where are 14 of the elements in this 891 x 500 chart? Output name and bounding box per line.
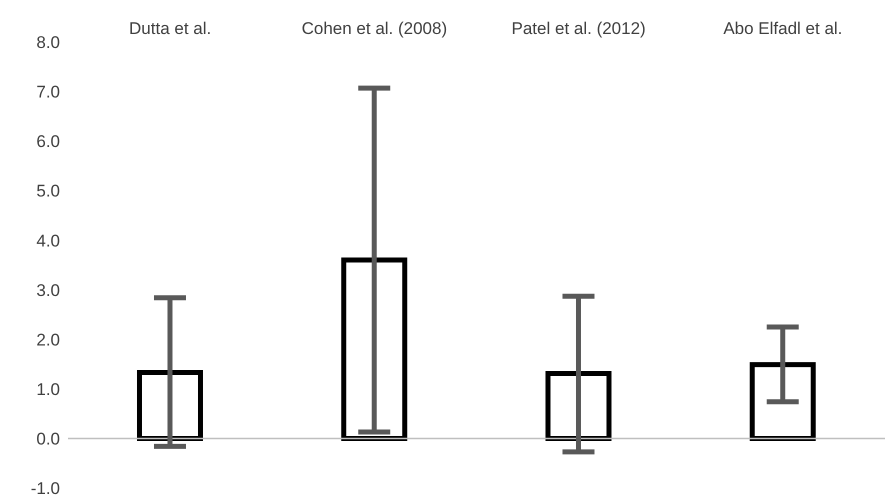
x-tick-label: Dutta et al. <box>129 19 212 38</box>
y-tick-label: 5.0 <box>36 182 60 201</box>
y-tick-label: 0.0 <box>36 429 60 448</box>
y-tick-label: 4.0 <box>36 231 60 250</box>
y-tick-label: 1.0 <box>36 380 60 399</box>
x-tick-label: Patel et al. (2012) <box>512 19 646 38</box>
x-tick-label: Abo Elfadl et al. <box>723 19 842 38</box>
y-tick-label: 6.0 <box>36 132 60 152</box>
y-tick-label: 2.0 <box>36 330 60 350</box>
y-tick-label: -1.0 <box>30 479 60 498</box>
x-tick-label: Cohen et al. (2008) <box>302 19 448 38</box>
y-tick-label: 7.0 <box>36 82 60 102</box>
y-tick-label: 8.0 <box>36 33 60 52</box>
y-tick-label: 3.0 <box>36 280 60 300</box>
